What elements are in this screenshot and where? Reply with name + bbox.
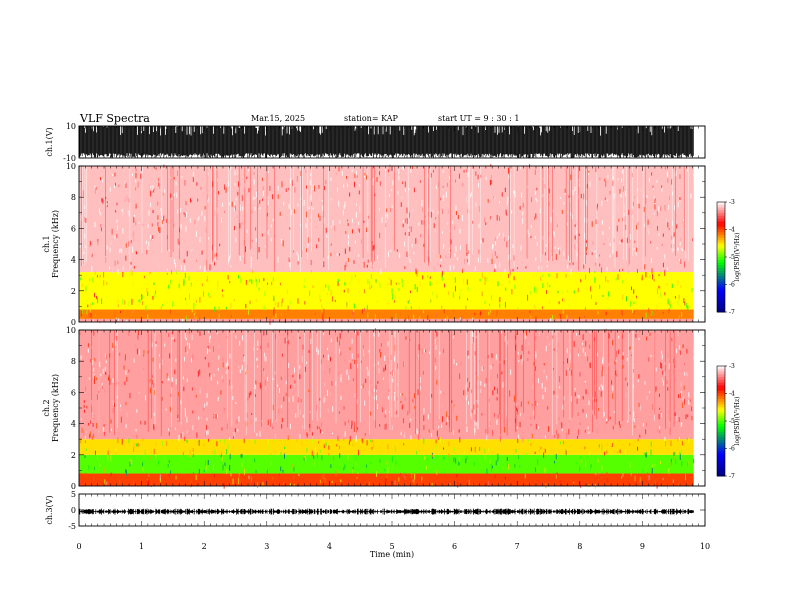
y-tick-label: 6 <box>71 388 76 397</box>
spectrogram-streaks-1 <box>81 166 689 272</box>
colorbar-tick-label: -7 <box>729 309 735 316</box>
start-time-label: start UT = 9 : 30 : 1 <box>438 114 520 123</box>
x-tick-label: 7 <box>515 542 520 551</box>
x-tick-label: 6 <box>452 542 457 551</box>
y-axis-label-frequency: Frequency (kHz) <box>51 374 60 442</box>
colorbar-tick-label: -3 <box>729 199 735 206</box>
station-label: station= KAP <box>344 114 398 123</box>
x-tick-label: 4 <box>327 542 332 551</box>
y-tick-label: 4 <box>71 256 76 265</box>
y-tick-label: 0 <box>71 482 76 491</box>
y-axis-label-channel: ch.1 <box>42 235 51 252</box>
colorbar-tick-label: -5 <box>729 418 735 425</box>
spectrogram-band-1-0 <box>79 318 694 322</box>
spectrogram-layer <box>79 164 725 489</box>
spectrogram-band-1-1 <box>79 309 694 319</box>
spectrogram-streaks-2 <box>91 330 675 437</box>
colorbar-1 <box>717 202 725 206</box>
ch3-waveform-line <box>78 508 694 515</box>
y-axis-label: ch.1(V) <box>45 127 54 156</box>
x-tick-label: 1 <box>139 542 144 551</box>
colorbar-label-2: log(PSD)(V²/Hz) <box>734 397 741 446</box>
colorbar-tick-label: -5 <box>729 254 735 261</box>
date-label: Mar.15, 2025 <box>251 114 306 123</box>
y-tick-label: -10 <box>63 154 76 163</box>
spectrogram-texture-1 <box>79 164 695 326</box>
colorbar-tick-label: -6 <box>729 446 735 453</box>
colorbar-tick-label: -4 <box>729 391 735 398</box>
x-tick-label: 3 <box>264 542 269 551</box>
x-tick-label: 5 <box>389 542 394 551</box>
figure-title: VLF Spectra <box>80 112 150 125</box>
labels-layer: -3 -4 -5 -6 -7 log(PSD)(V²/Hz) -3 -4 -5 -6 -7 log(P… <box>42 122 741 559</box>
colorbar-2 <box>717 366 725 370</box>
spectrogram-band-1-3 <box>79 166 694 273</box>
y-tick-label: 2 <box>71 287 76 296</box>
y-tick-label: 0 <box>71 506 76 515</box>
x-axis-label: Time (min) <box>370 550 414 559</box>
y-tick-label: 6 <box>71 224 76 233</box>
y-tick-label: 10 <box>66 326 76 335</box>
y-tick-label: 5 <box>71 490 76 499</box>
y-tick-label: 10 <box>66 122 76 131</box>
ch1-waveform-line <box>78 126 694 158</box>
y-tick-label: 10 <box>66 162 76 171</box>
y-tick-label: 8 <box>71 193 76 202</box>
y-axis-label-channel: ch.2 <box>42 399 51 416</box>
colorbar-tick-label: -6 <box>729 282 735 289</box>
colorbar-tick-label: -7 <box>729 473 735 480</box>
y-tick-label: 4 <box>71 420 76 429</box>
x-tick-label: 8 <box>577 542 582 551</box>
y-tick-label: 0 <box>71 318 76 327</box>
colorbar-tick-label: -4 <box>729 227 735 234</box>
x-tick-label: 10 <box>700 542 710 551</box>
y-axis-label-frequency: Frequency (kHz) <box>51 210 60 278</box>
spectrogram-band-1-2 <box>79 272 694 310</box>
colorbar-tick-label: -3 <box>729 363 735 370</box>
y-tick-label: 2 <box>71 451 76 460</box>
x-tick-label: 2 <box>202 542 207 551</box>
y-tick-label: 8 <box>71 357 76 366</box>
colorbar-label-1: log(PSD)(V²/Hz) <box>734 233 741 282</box>
x-tick-label: 9 <box>640 542 645 551</box>
x-tick-label: 0 <box>76 542 81 551</box>
y-axis-label: ch.3(V) <box>45 495 54 524</box>
spectrogram-band-2-1 <box>79 454 694 474</box>
spectrogram-texture-2 <box>79 328 695 489</box>
y-tick-label: -5 <box>68 522 76 531</box>
axes-layer <box>78 125 727 527</box>
